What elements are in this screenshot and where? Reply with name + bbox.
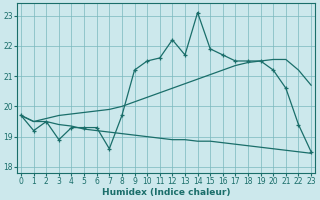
- X-axis label: Humidex (Indice chaleur): Humidex (Indice chaleur): [102, 188, 230, 197]
